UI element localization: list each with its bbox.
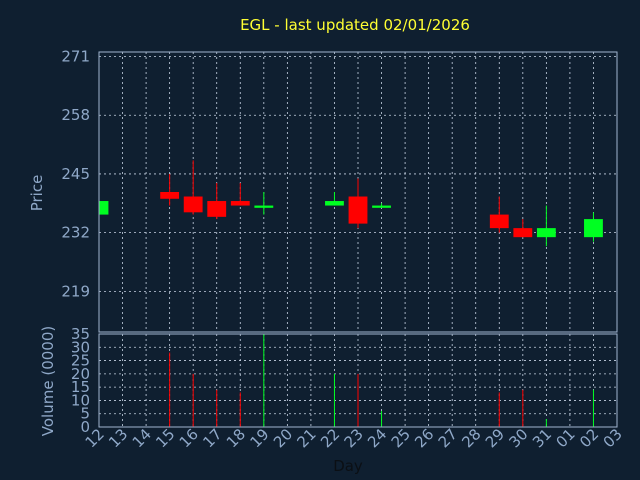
candle-body [183, 196, 203, 213]
price-tick-label: 258 [61, 106, 90, 124]
x-tick-label: 13 [105, 425, 131, 451]
x-tick-label: 25 [388, 425, 414, 451]
candles [98, 160, 603, 247]
candle-body [489, 214, 509, 229]
price-tick-label: 219 [61, 282, 90, 300]
x-tick-label: 20 [270, 425, 296, 451]
x-tick-label: 22 [317, 425, 343, 451]
volume-tick-label: 0 [80, 418, 90, 436]
x-tick-label: 24 [364, 425, 390, 451]
x-tick-label: 23 [341, 425, 367, 451]
volume-tick-label: 25 [71, 352, 90, 370]
x-tick-label: 16 [176, 425, 202, 451]
candle-body [536, 228, 556, 238]
volume-axis-label: Volume (0000) [39, 326, 57, 436]
x-tick-label: 29 [482, 425, 508, 451]
price-tick-label: 232 [61, 224, 90, 242]
x-tick-label: 17 [199, 425, 225, 451]
candle-body [254, 205, 274, 208]
x-tick-label: 15 [152, 425, 178, 451]
x-tick-label: 19 [246, 425, 272, 451]
x-tick-label: 03 [600, 425, 626, 451]
volume-tick-label: 30 [71, 338, 90, 356]
candle-body [230, 201, 250, 206]
price-tick-label: 245 [61, 165, 90, 183]
x-tick-label: 30 [505, 425, 531, 451]
x-tick-label: 28 [458, 425, 484, 451]
candle-body [584, 219, 603, 238]
candle-body [372, 205, 391, 208]
candle-body [160, 192, 180, 199]
x-tick-label: 27 [435, 425, 461, 451]
volume-bars [169, 334, 594, 427]
price-panel-frame [98, 51, 618, 333]
x-axis-label: Day [333, 457, 363, 475]
volume-tick-label: 20 [71, 365, 90, 383]
candle-body [348, 196, 368, 224]
candle-body [513, 228, 533, 238]
x-tick-label: 31 [529, 425, 555, 451]
candle-body [99, 201, 109, 215]
x-tick-label: 14 [129, 425, 155, 451]
x-tick-label: 18 [223, 425, 249, 451]
price-tick-label: 271 [61, 48, 90, 66]
x-tick-label: 01 [553, 425, 579, 451]
x-tick-labels: 1213141516171819202122232425262728293031… [82, 425, 626, 451]
volume-panel-frame [98, 333, 618, 428]
price-axis-label: Price [28, 175, 46, 212]
volume-tick-label: 15 [71, 378, 90, 396]
x-tick-label: 02 [576, 425, 602, 451]
volume-tick-label: 5 [80, 405, 90, 423]
chart-title: EGL - last updated 02/01/2026 [240, 16, 470, 34]
price-tick-labels: 271 258 245 232 219 [61, 48, 90, 301]
x-tick-label: 21 [294, 425, 320, 451]
volume-tick-label: 10 [71, 391, 90, 409]
volume-tick-label: 35 [71, 325, 90, 343]
x-tick-label: 26 [411, 425, 437, 451]
candle-body [325, 201, 344, 206]
candle-body [207, 201, 227, 217]
